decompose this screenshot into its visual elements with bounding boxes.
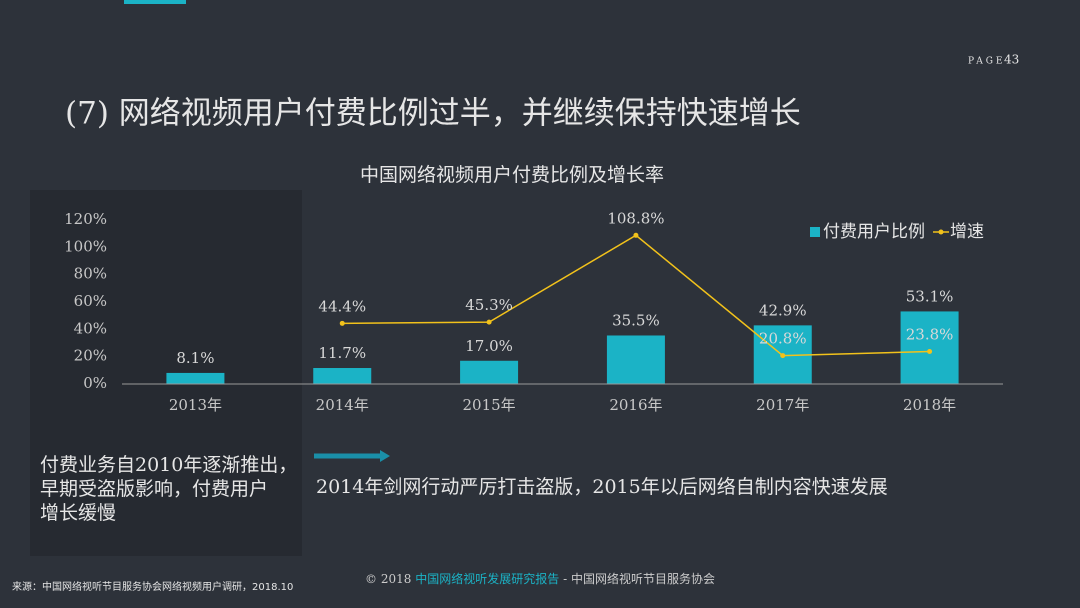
footer-copyright: © 2018 xyxy=(365,572,411,586)
data-label: 8.1% xyxy=(176,349,214,367)
note-left: 早期受盗版影响，付费用户 xyxy=(40,478,268,500)
data-label: 17.0% xyxy=(465,337,513,355)
note-left: 增长缓慢 xyxy=(40,502,116,524)
x-tick-label: 2017年 xyxy=(756,396,809,414)
page-label: PAGE xyxy=(968,57,1006,67)
x-tick-label: 2016年 xyxy=(609,396,662,414)
legend-label: 增速 xyxy=(950,222,984,242)
note-right: 2014年剑网行动严厉打击盗版，2015年以后网络自制内容快速发展 xyxy=(316,476,888,498)
x-tick-label: 2015年 xyxy=(462,396,515,414)
chart-title: 中国网络视频用户付费比例及增长率 xyxy=(360,164,664,186)
page-number: 43 xyxy=(1004,53,1019,67)
data-label: 20.8% xyxy=(759,330,807,348)
y-tick-label: 0% xyxy=(83,374,107,392)
line-marker xyxy=(927,348,933,354)
y-tick-label: 120% xyxy=(64,210,107,228)
data-label: 44.4% xyxy=(318,297,366,315)
data-label: 35.5% xyxy=(612,311,660,329)
y-tick-label: 20% xyxy=(74,347,107,365)
legend-label: 付费用户比例 xyxy=(823,222,925,242)
footer-report: 中国网络视听发展研究报告 xyxy=(415,571,559,586)
legend-swatch xyxy=(938,229,944,235)
source: 来源：中国网络视听节目服务协会网络视频用户调研，2018.10 xyxy=(12,580,293,593)
bar xyxy=(313,368,372,384)
line-marker xyxy=(339,320,345,326)
left-panel xyxy=(30,190,302,556)
data-label: 45.3% xyxy=(465,296,513,314)
data-label: 23.8% xyxy=(906,325,954,343)
x-tick-label: 2013年 xyxy=(169,396,222,414)
y-tick-label: 40% xyxy=(74,319,107,337)
line-marker xyxy=(780,353,786,359)
footer: © 2018 中国网络视听发展研究报告 - 中国网络视听节目服务协会 xyxy=(365,571,715,586)
legend-swatch xyxy=(810,227,820,237)
note-left: 付费业务自2010年逐渐推出， xyxy=(40,454,297,476)
x-tick-label: 2018年 xyxy=(903,396,956,414)
bar xyxy=(460,360,519,384)
bar xyxy=(166,372,225,384)
data-label: 108.8% xyxy=(607,209,664,227)
data-label: 42.9% xyxy=(759,301,807,319)
x-tick-label: 2014年 xyxy=(316,396,369,414)
line-marker xyxy=(633,232,639,238)
arrow-head xyxy=(380,450,390,462)
bar xyxy=(606,335,665,384)
footer-org: - 中国网络视听节目服务协会 xyxy=(563,571,715,586)
slide-title: (7) 网络视频用户付费比例过半，并继续保持快速增长 xyxy=(65,96,801,132)
y-tick-label: 80% xyxy=(74,265,107,283)
data-label: 53.1% xyxy=(906,287,954,305)
data-label: 11.7% xyxy=(318,344,366,362)
y-tick-label: 60% xyxy=(74,292,107,310)
y-tick-label: 100% xyxy=(64,237,107,255)
top-accent xyxy=(124,0,186,4)
line-marker xyxy=(486,319,492,325)
bar xyxy=(900,311,959,384)
